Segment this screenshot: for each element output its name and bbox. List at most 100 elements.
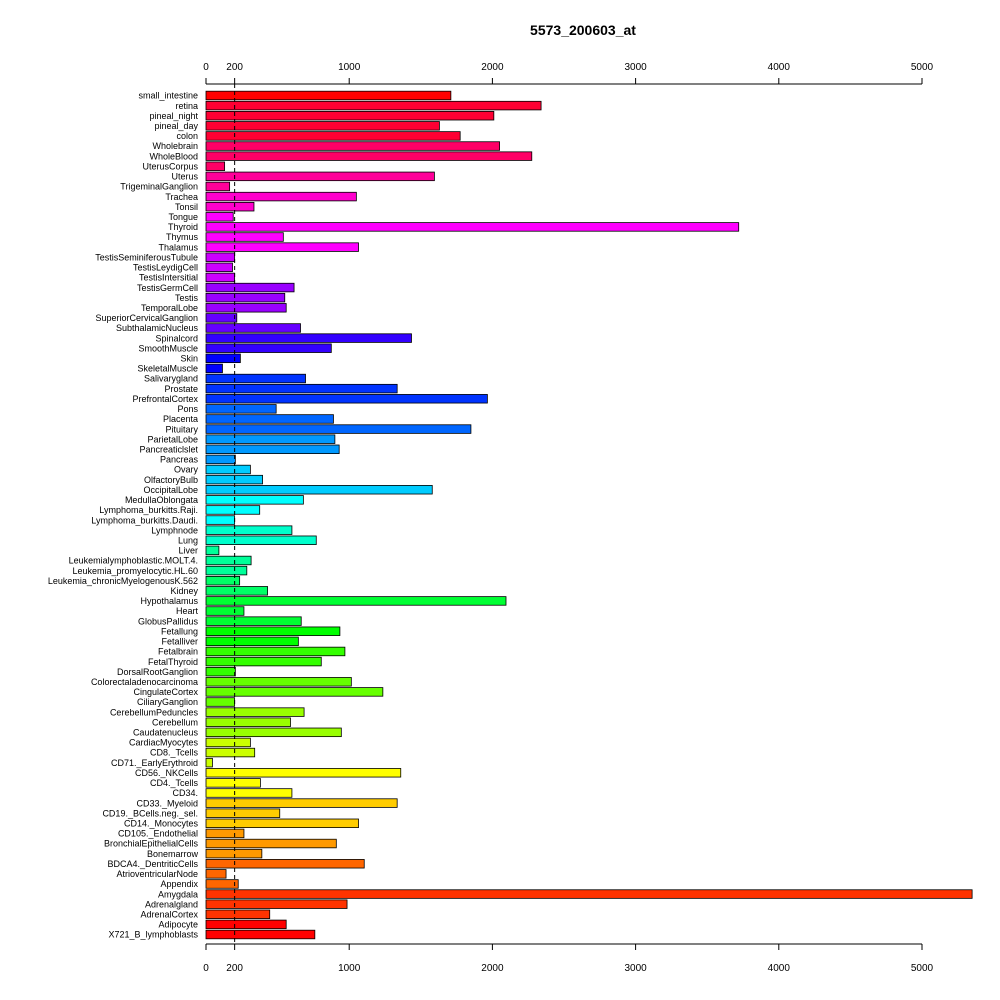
bar: [205, 313, 238, 323]
bar: [205, 788, 293, 798]
category-label: ParietalLobe: [147, 434, 198, 444]
bar: [205, 768, 402, 778]
bar: [205, 394, 488, 404]
bar: [205, 859, 365, 869]
bar: [205, 606, 245, 616]
category-label: WholeBlood: [149, 151, 198, 161]
bar: [205, 727, 342, 738]
bar: [205, 535, 317, 545]
bar: [205, 697, 236, 707]
category-label: Pituitary: [165, 424, 198, 434]
category-label: OccipitalLobe: [143, 485, 198, 495]
category-label: X721_B_lymphoblasts: [108, 930, 198, 940]
category-label: Testis: [175, 293, 199, 303]
category-label: PrefrontalCortex: [132, 394, 198, 404]
bar: [205, 737, 251, 748]
bar: [205, 383, 398, 394]
category-label: AtrioventricularNode: [116, 869, 198, 879]
bar: [205, 929, 316, 940]
category-label: pineal_night: [149, 111, 198, 121]
bar: [205, 576, 241, 586]
category-label: CD33._Myeloid: [136, 798, 198, 808]
bar: [205, 879, 239, 889]
bar: [205, 687, 384, 697]
category-label: CingulateCortex: [133, 687, 198, 697]
bar: [205, 232, 284, 242]
bar: [205, 363, 223, 374]
category-label: small_intestine: [138, 91, 198, 101]
category-label: CD71._EarlyErythroid: [111, 758, 198, 768]
x-axis-top: 0 200 1000 2000 3000 4000 5000: [203, 62, 934, 85]
category-label: SuperiorCervicalGanglion: [95, 313, 198, 323]
category-label: Hypothalamus: [140, 596, 198, 606]
bar: [205, 212, 234, 222]
category-label: retina: [175, 101, 198, 111]
x-axis-bottom: 0 200 1000 2000 3000 4000 5000: [203, 943, 934, 974]
category-label: CiliaryGanglion: [137, 697, 198, 707]
category-label: Lymphoma_burkitts.Daudi.: [91, 515, 198, 525]
bar: [205, 161, 226, 171]
bar: [205, 222, 740, 232]
bar: [205, 191, 357, 202]
bar: [205, 444, 340, 454]
bar: [205, 798, 398, 808]
category-label: Fetalbrain: [158, 647, 198, 657]
category-label: Adipocyte: [158, 920, 198, 930]
category-label: CD8._Tcells: [150, 748, 199, 758]
bar: [205, 889, 973, 899]
category-label: Ovary: [174, 465, 199, 475]
bar: [205, 666, 236, 677]
bar: [205, 353, 241, 364]
bar: [205, 707, 305, 717]
bar: [205, 454, 236, 465]
bar: [205, 464, 251, 475]
bar: [205, 434, 336, 444]
bars-group: [205, 90, 973, 940]
category-label: Cerebellum: [152, 717, 198, 727]
bar: [205, 414, 334, 424]
bar: [205, 373, 306, 384]
category-label: Thalamus: [158, 242, 198, 252]
bar: [205, 596, 507, 606]
category-label: Placenta: [163, 414, 198, 424]
tick-label: 1000: [338, 62, 361, 73]
category-label: Pancreaticlslet: [139, 444, 198, 454]
bar: [205, 181, 231, 192]
bar: [205, 626, 341, 636]
tick-label: 5000: [911, 62, 934, 73]
bar: [205, 292, 286, 303]
category-label: Heart: [176, 606, 199, 616]
bar: [205, 838, 337, 849]
category-label: Lung: [178, 535, 198, 545]
bar: [205, 282, 295, 293]
category-label: Prostate: [164, 384, 198, 394]
category-label: Wholebrain: [152, 141, 198, 151]
category-label: TemporalLobe: [141, 303, 198, 313]
bar: [205, 899, 348, 909]
category-label: BDCA4._DentriticCells: [107, 859, 198, 869]
category-label: Appendix: [160, 879, 198, 889]
bar: [205, 485, 433, 495]
bar: [205, 545, 220, 556]
bar: [205, 616, 302, 626]
category-label: Thyroid: [168, 222, 198, 232]
category-label: DorsalRootGanglion: [117, 667, 198, 677]
bar: [205, 131, 461, 141]
bar: [205, 242, 359, 252]
tick-label: 200: [226, 963, 243, 974]
category-label: Spinalcord: [155, 333, 198, 343]
category-label: CD105._Endothelial: [118, 829, 198, 839]
bar: [205, 919, 287, 930]
category-label: pineal_day: [154, 121, 198, 131]
category-label: CD19._BCells.neg._sel.: [102, 808, 198, 818]
bar: [205, 525, 293, 535]
bar: [205, 869, 227, 879]
category-label: UterusCorpus: [142, 161, 198, 171]
category-label: Adrenalgland: [145, 899, 198, 909]
category-label: Pancreas: [160, 455, 199, 465]
bar: [205, 272, 236, 283]
bar: [205, 252, 236, 262]
category-label: Bonemarrow: [147, 849, 199, 859]
category-label: Leukemia_chronicMyelogenousK.562: [48, 576, 198, 586]
category-label: Leukemialymphoblastic.MOLT.4.: [69, 556, 198, 566]
